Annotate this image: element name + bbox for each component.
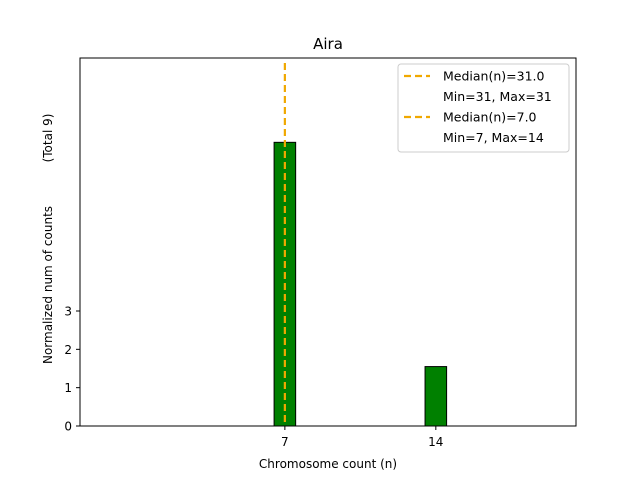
bar-2 (424, 366, 448, 427)
legend-entry-label: Median(n)=31.0 (443, 69, 544, 84)
y-axis-ticks: 0 1 2 3 (64, 305, 80, 434)
legend-entry-label: Median(n)=7.0 (443, 110, 537, 125)
plot-frame (79, 57, 577, 427)
y-axis-total-label: (Total 9) (41, 114, 55, 163)
legend-box (397, 63, 570, 153)
y-tick-label: 1 (64, 381, 72, 395)
x-axis-ticks: 7 14 (281, 426, 443, 449)
y-tick-label: 2 (64, 343, 72, 357)
y-axis-label: Normalized num of counts (41, 206, 55, 364)
x-tick-label: 7 (281, 435, 289, 449)
y-tick-label: 0 (64, 420, 72, 434)
legend: Median(n)=31.0 Min=31, Max=31 Median(n)=7.… (397, 63, 570, 153)
legend-entry-label: Min=31, Max=31 (443, 89, 552, 104)
bars-group (273, 141, 448, 427)
x-axis-label: Chromosome count (n) (259, 457, 397, 471)
legend-entry-label: Min=7, Max=14 (443, 130, 544, 145)
chart-title: Aira (313, 35, 343, 53)
x-tick-label: 14 (428, 435, 443, 449)
y-tick-label: 3 (64, 305, 72, 319)
